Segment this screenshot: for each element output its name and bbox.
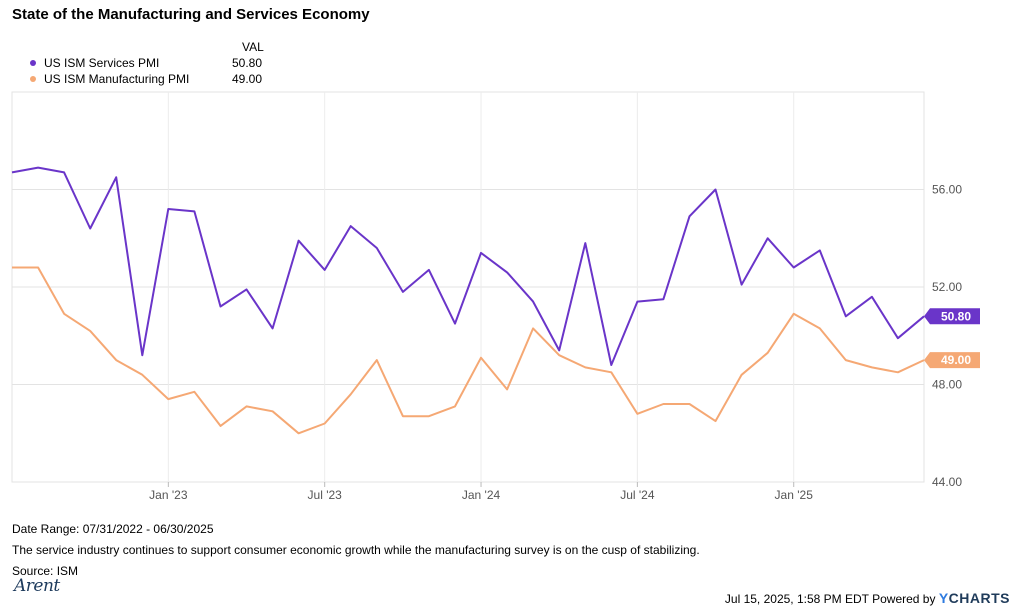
y-tick-label: 52.00 (932, 280, 962, 294)
chart-note: The service industry continues to suppor… (12, 543, 700, 557)
series-line-manufacturing[interactable] (12, 266, 925, 435)
ycharts-logo[interactable]: YCHARTS (939, 590, 1010, 606)
y-tick-label: 56.00 (932, 183, 962, 197)
credit-line: Jul 15, 2025, 1:58 PM EDT Powered by YCH… (725, 590, 1010, 606)
legend-dot-services (30, 59, 36, 66)
legend-dot-manufacturing (30, 75, 36, 82)
ycharts-logo-y: Y (938, 590, 949, 606)
x-tick-label: Jul '24 (620, 488, 655, 502)
series-line-services[interactable] (11, 166, 925, 366)
source-text: Source: ISM (12, 564, 79, 578)
timestamp: Jul 15, 2025, 1:58 PM EDT Powered by (724, 592, 936, 606)
svg-text:50.80: 50.80 (941, 309, 971, 323)
line-chart: 44.00 48.00 52.00 56.00 Jan '23 Jul '23 Jan '2… (11, 91, 980, 502)
svg-text:49.00: 49.00 (941, 353, 971, 367)
legend-label-manufacturing: US ISM Manufacturing PMI (44, 72, 190, 86)
last-value-label-manufacturing: 49.00 (924, 352, 980, 369)
x-tick-label: Jan '25 (775, 488, 814, 502)
chart-title: State of the Manufacturing and Services … (12, 6, 370, 23)
legend-value-manufacturing: 49.00 (232, 72, 263, 86)
x-tick-label: Jan '23 (149, 488, 188, 502)
legend-value-header: VAL (242, 40, 264, 54)
date-range: Date Range: 07/31/2022 - 06/30/2025 (12, 522, 214, 536)
y-tick-label: 44.00 (932, 475, 962, 489)
last-value-label-services: 50.80 (924, 308, 980, 325)
legend-item-manufacturing[interactable]: US ISM Manufacturing PMI 49.00 (30, 72, 290, 86)
y-tick-label: 48.00 (932, 378, 962, 392)
legend-item-services[interactable]: US ISM Services PMI 50.80 (30, 56, 290, 70)
legend-label-services: US ISM Services PMI (44, 56, 160, 70)
ycharts-logo-rest: CHARTS (948, 590, 1010, 606)
x-tick-label: Jan '24 (462, 488, 501, 502)
x-tick-label: Jul '23 (308, 488, 343, 502)
arent-logo: Arent (14, 576, 60, 596)
legend-value-services: 50.80 (232, 56, 263, 70)
